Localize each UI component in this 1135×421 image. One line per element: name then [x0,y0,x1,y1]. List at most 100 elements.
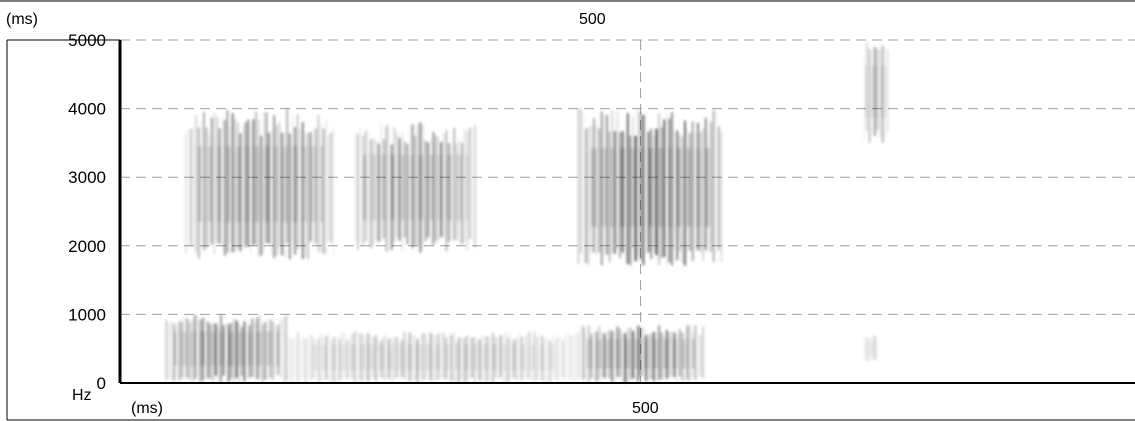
striation-core [519,344,522,371]
striation-core [270,331,273,366]
striation-core [376,154,378,221]
striation [217,326,220,381]
striation-core [689,339,690,368]
striation-core [405,344,406,370]
striation [330,132,333,243]
striation [264,322,266,380]
striation [655,332,658,383]
striation-core [878,66,879,118]
striation-core [593,339,594,368]
striation [191,319,194,382]
striation [414,135,416,246]
striation [419,122,422,253]
striation-core [523,344,525,371]
striation-core [267,331,269,366]
striation-core [697,148,699,227]
x-unit-label-bottom: (ms) [131,400,163,417]
striation [718,126,720,251]
striation-core [226,332,227,366]
striation [307,337,310,379]
striation-core [651,339,652,368]
striation-core [340,344,342,371]
striation-core [216,332,217,366]
striation [192,127,195,248]
striation-core [641,339,642,368]
striation-core [599,339,602,369]
striation [417,124,419,247]
striation-core [526,344,527,370]
striation [256,317,259,380]
striation [863,336,866,360]
striation [424,334,427,379]
striation-core [408,154,410,221]
striation [207,321,209,379]
striation-core [433,344,434,370]
x-tick-label-bottom-500: 500 [632,400,659,417]
striation-core [257,146,259,222]
striation [598,128,600,253]
striation [655,128,658,255]
striation [689,133,691,251]
striation-core [510,344,512,371]
striation-core [589,148,590,227]
striation-core [686,339,688,369]
striation [404,141,406,238]
striation [627,113,629,264]
striation-core [247,146,249,222]
striation [261,324,264,383]
striation-core [321,344,323,371]
x-unit-label-top: (ms) [6,11,38,28]
striation [260,135,262,256]
striation [252,119,255,246]
striation-core [662,148,664,227]
striation-core [446,344,448,371]
striation-core [692,339,694,369]
striation-core [264,332,265,366]
striation-core [667,339,669,369]
striation [297,332,299,382]
striation [879,48,881,137]
striation [461,142,463,244]
striation-core [315,344,317,371]
striation [414,335,416,381]
striation [391,144,393,250]
striation-core [407,344,410,371]
striation-core [500,344,502,371]
striation-core [221,146,224,222]
striation [580,109,582,254]
striation [307,132,309,259]
striation [866,42,868,131]
striation [430,137,432,244]
striation [357,133,359,250]
striation [715,109,717,256]
striation-core [555,344,556,370]
striation-core [625,339,627,369]
striation [445,337,447,380]
striation [497,337,499,379]
striation [632,116,634,249]
striation-core [610,148,613,227]
striation [270,129,273,255]
striation [562,340,564,378]
striation-core [232,331,234,366]
striation [660,127,663,259]
striation [681,332,684,381]
striation-core [436,344,438,371]
striation [564,334,567,380]
striation [434,335,437,382]
striation-core [449,344,451,371]
striation-core [690,148,693,227]
striation [442,332,445,379]
striation [224,120,226,256]
striation-core [305,146,307,222]
striation-core [321,146,323,222]
striation-core [266,146,268,222]
striation [611,330,613,382]
striation-core [257,331,260,366]
striation [230,322,233,379]
striation-core [260,146,261,222]
striation-core [475,344,477,371]
striation [265,112,268,243]
striation-core [363,344,365,371]
